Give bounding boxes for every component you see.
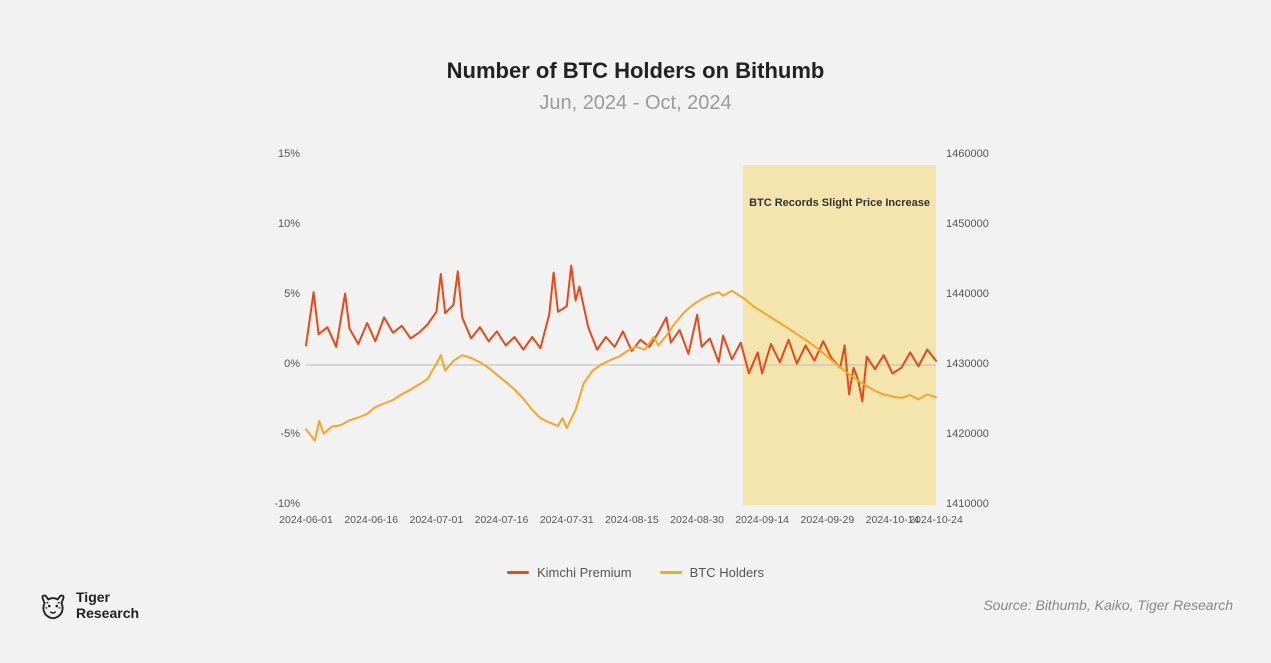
series-kimchi-premium bbox=[306, 266, 936, 402]
legend: Kimchi Premium BTC Holders bbox=[0, 562, 1271, 580]
line-layer bbox=[306, 155, 936, 505]
y-right-tick: 1420000 bbox=[946, 428, 1016, 440]
legend-swatch bbox=[507, 571, 529, 574]
legend-label: BTC Holders bbox=[690, 565, 764, 580]
plot-area: BTC Records Slight Price Increase bbox=[306, 155, 936, 505]
y-left-tick: 10% bbox=[240, 218, 300, 230]
y-right-tick: 1460000 bbox=[946, 148, 1016, 160]
y-right-tick: 1410000 bbox=[946, 498, 1016, 510]
x-tick: 2024-08-15 bbox=[605, 514, 659, 526]
brand-line2: Research bbox=[76, 606, 139, 621]
y-right-tick: 1430000 bbox=[946, 358, 1016, 370]
legend-label: Kimchi Premium bbox=[537, 565, 632, 580]
y-left-tick: 5% bbox=[240, 288, 300, 300]
y-left-tick: 0% bbox=[240, 358, 300, 370]
brand-line1: Tiger bbox=[76, 590, 139, 605]
legend-swatch bbox=[660, 571, 682, 574]
x-tick: 2024-08-30 bbox=[670, 514, 724, 526]
y-left-tick: -10% bbox=[240, 498, 300, 510]
chart-container: Number of BTC Holders on Bithumb Jun, 20… bbox=[0, 0, 1271, 663]
y-left-tick: -5% bbox=[240, 428, 300, 440]
x-tick: 2024-07-16 bbox=[475, 514, 529, 526]
x-tick: 2024-07-31 bbox=[540, 514, 594, 526]
legend-item: Kimchi Premium bbox=[507, 565, 632, 580]
chart-title: Number of BTC Holders on Bithumb bbox=[0, 58, 1271, 84]
source-attribution: Source: Bithumb, Kaiko, Tiger Research bbox=[983, 597, 1233, 613]
y-right-tick: 1440000 bbox=[946, 288, 1016, 300]
y-right-tick: 1450000 bbox=[946, 218, 1016, 230]
x-tick: 2024-06-01 bbox=[279, 514, 333, 526]
tiger-icon bbox=[38, 591, 68, 621]
y-left-tick: 15% bbox=[240, 148, 300, 160]
x-tick: 2024-06-16 bbox=[344, 514, 398, 526]
brand-text: Tiger Research bbox=[76, 590, 139, 621]
chart-subtitle: Jun, 2024 - Oct, 2024 bbox=[0, 92, 1271, 115]
x-tick: 2024-09-14 bbox=[735, 514, 789, 526]
x-tick: 2024-07-01 bbox=[409, 514, 463, 526]
brand-logo: Tiger Research bbox=[38, 590, 139, 621]
x-tick: 2024-09-29 bbox=[801, 514, 855, 526]
x-tick: 2024-10-24 bbox=[909, 514, 963, 526]
legend-item: BTC Holders bbox=[660, 565, 764, 580]
